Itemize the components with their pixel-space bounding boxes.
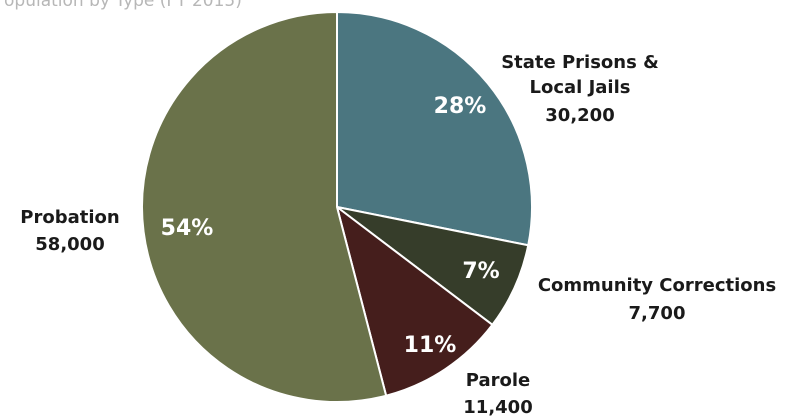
pie-slice-parole xyxy=(335,204,494,397)
pct-label-community-corrections: 7% xyxy=(462,259,499,284)
value-label-state-prisons: 30,200 xyxy=(545,105,614,126)
category-label-state-prisons-line2: Local Jails xyxy=(530,77,631,98)
value-label-parole: 11,400 xyxy=(463,397,532,416)
value-label-probation: 58,000 xyxy=(35,234,104,255)
category-label-probation: Probation xyxy=(20,207,119,228)
category-label-parole: Parole xyxy=(466,370,530,391)
pct-label-parole: 11% xyxy=(404,333,457,358)
pie-slices xyxy=(141,10,533,403)
pie-slice-probation xyxy=(141,10,388,403)
category-label-state-prisons-line1: State Prisons & xyxy=(501,52,659,73)
pct-label-state-prisons: 28% xyxy=(434,94,487,119)
pie-slice-state-prisons xyxy=(336,10,533,247)
value-label-community-corrections: 7,700 xyxy=(629,303,686,324)
category-label-community-corrections: Community Corrections xyxy=(538,275,776,296)
chart-title: opulation by Type (FY 2015) xyxy=(4,0,242,11)
pct-label-probation: 54% xyxy=(161,216,214,241)
